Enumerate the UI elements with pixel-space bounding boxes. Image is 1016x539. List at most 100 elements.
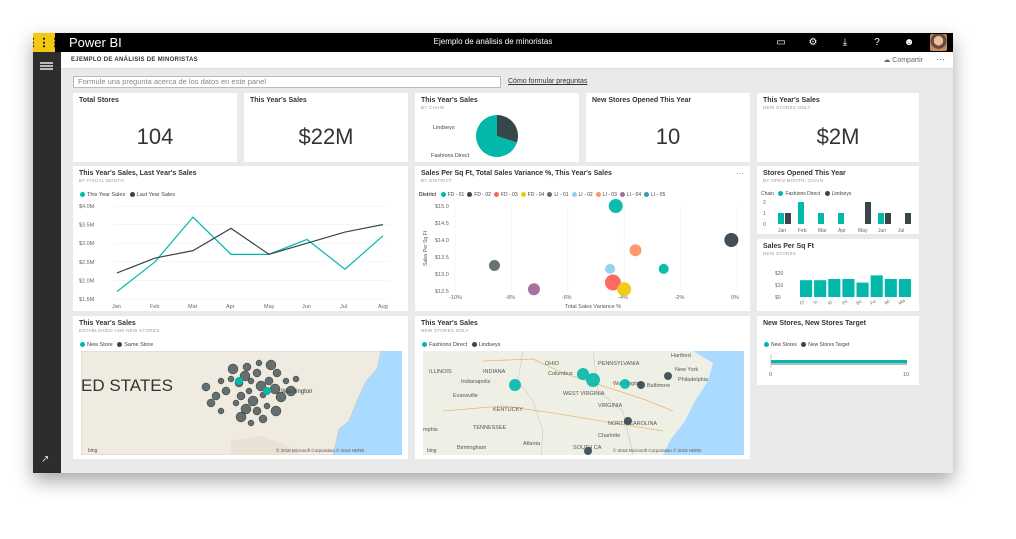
store-marker xyxy=(263,387,271,395)
qna-input[interactable]: Formule una pregunta acerca de los datos… xyxy=(73,76,501,88)
app-launcher-icon[interactable]: ⋮⋮⋮ xyxy=(33,33,61,52)
map1-legend: New Store Same Store xyxy=(77,342,153,348)
gear-icon[interactable]: ⚙ xyxy=(808,37,818,48)
scatter-point xyxy=(604,274,621,291)
tile-subtitle: NEW STORES ONLY xyxy=(421,328,469,333)
legend-entry: FD - 02 xyxy=(474,192,491,198)
qna-howto-link[interactable]: Cómo formular preguntas xyxy=(508,78,588,85)
store-marker xyxy=(240,403,252,415)
pie-label-lindseys: Lindseys xyxy=(433,125,455,131)
sqft-bar-chart: $20 $10 $0 Cl Ti Ki Pe Bo Fa Wi Wa xyxy=(775,271,911,306)
x-tick-label: Jul xyxy=(340,304,347,310)
share-button[interactable]: ☁ Compartir xyxy=(883,57,923,64)
legend-entry: LI - 05 xyxy=(651,192,666,198)
series-line-this-year xyxy=(116,216,384,293)
tile-target[interactable]: New Stores, New Stores Target New Stores… xyxy=(757,316,919,385)
tile-scatter[interactable]: Sales Per Sq Ft, Total Sales Variance %,… xyxy=(415,166,750,311)
store-marker xyxy=(255,380,267,392)
tile-sales-by-chain[interactable]: This Year's Sales BY CHAIN Lindseys Fash… xyxy=(415,93,579,162)
tile-title: This Year's Sales xyxy=(79,320,136,327)
x-tick-label: Ki xyxy=(827,299,833,305)
tile-title: New Stores, New Stores Target xyxy=(763,320,866,327)
store-marker xyxy=(242,362,252,372)
map-place-label: Atlanta xyxy=(523,441,541,447)
scatter-point xyxy=(488,260,500,271)
app-name[interactable]: Power BI xyxy=(69,35,122,50)
tile-subtitle: BY OPEN MONTH, CHAIN xyxy=(763,178,824,183)
map-canvas[interactable]: ILLINOIS INDIANA OHIO Columbus PENNSYLVANIA H… xyxy=(423,351,744,455)
map-place-label: Indianapolis xyxy=(461,379,491,385)
x-tick-label: May xyxy=(858,228,868,234)
x-tick-label: Apr xyxy=(226,304,235,310)
tile-subtitle: BY CHAIN xyxy=(421,105,445,110)
ocean-shape xyxy=(663,351,744,455)
download-icon[interactable]: ⤓ xyxy=(842,37,848,48)
x-tick-label: 0% xyxy=(731,295,739,301)
bar xyxy=(870,275,883,297)
bar-new-stores xyxy=(771,360,907,363)
scatter-chart: $15.0 $14.5 $14.0 $13.5 $13.0 $12.5-10% -8% -6%… xyxy=(423,199,739,310)
tile-stores-opened[interactable]: Stores Opened This Year BY OPEN MONTH, C… xyxy=(757,166,919,234)
y-tick-label: $10 xyxy=(775,283,784,289)
tile-title: Sales Per Sq Ft, Total Sales Variance %,… xyxy=(421,170,612,177)
x-tick-label: Pe xyxy=(841,298,849,306)
x-tick-label: May xyxy=(264,304,275,310)
tile-sales-per-sqft[interactable]: Sales Per Sq Ft NEW STORES $20 $10 $0 Cl Ti K… xyxy=(757,239,919,311)
state-border xyxy=(592,351,634,455)
expand-icon[interactable]: ↗ xyxy=(41,454,50,465)
legend-swatch xyxy=(520,192,526,197)
x-tick-label: Wi xyxy=(883,299,890,306)
bar xyxy=(828,279,841,297)
store-marker xyxy=(227,375,235,383)
legend-swatch xyxy=(764,342,769,347)
x-tick-label: Aug xyxy=(378,304,388,310)
scatter-legend: District FD - 01 FD - 02 FD - 03 FD - 04 LI … xyxy=(419,192,665,198)
x-tick-label: 0 xyxy=(769,372,772,378)
tile-map-all-stores[interactable]: This Year's Sales ESTABLISHED AND NEW ST… xyxy=(73,316,408,459)
store-marker xyxy=(211,391,221,401)
map-place-label: Hartford xyxy=(671,353,691,359)
tile-more-icon[interactable]: ··· xyxy=(736,169,744,178)
store-marker xyxy=(252,406,262,416)
store-marker xyxy=(232,399,240,407)
map-place-label: Birmingham xyxy=(457,445,487,451)
kpi-value: $2M xyxy=(816,124,860,149)
more-options-icon[interactable]: ··· xyxy=(936,54,945,64)
tile-line-chart[interactable]: This Year's Sales, Last Year's Sales BY … xyxy=(73,166,408,311)
store-marker xyxy=(275,391,287,403)
tile-map-new-stores[interactable]: This Year's Sales NEW STORES ONLY Fashio… xyxy=(415,316,750,459)
help-icon[interactable]: ? xyxy=(874,37,880,48)
fullscreen-icon[interactable]: ▭ xyxy=(776,37,786,48)
store-marker xyxy=(637,381,645,389)
feedback-icon[interactable]: ☻ xyxy=(903,37,915,48)
legend-lindseys: Lindseys xyxy=(831,191,852,197)
tile-sales-new-stores[interactable]: This Year's Sales NEW STORES ONLY $2M xyxy=(757,93,919,162)
x-tick-label: Jul xyxy=(898,228,904,234)
x-tick-label: Cl xyxy=(799,299,805,306)
store-marker xyxy=(217,407,225,415)
avatar[interactable] xyxy=(930,34,947,51)
top-bar: ⋮⋮⋮ Power BI Ejemplo de análisis de mino… xyxy=(33,33,953,52)
y-tick-label: 1 xyxy=(763,211,766,217)
legend-swatch xyxy=(619,192,625,197)
legend-fashions: Fashions Direct xyxy=(429,342,468,348)
x-tick-label: Feb xyxy=(150,304,159,310)
y-tick-label: $12.5 xyxy=(435,289,449,295)
y-tick-label: $2.5M xyxy=(79,260,95,266)
legend-swatch xyxy=(440,192,446,197)
bar xyxy=(884,279,897,297)
tile-title: Stores Opened This Year xyxy=(763,170,846,177)
legend-entry: FD - 03 xyxy=(500,192,518,198)
hamburger-icon[interactable] xyxy=(40,62,53,70)
legend-lindseys: Lindseys xyxy=(478,342,501,348)
bar xyxy=(878,213,884,224)
tile-this-year-sales[interactable]: This Year's Sales $22M xyxy=(244,93,408,162)
legend-swatch xyxy=(80,342,85,347)
x-tick-label: Mar xyxy=(818,228,827,234)
map-canvas[interactable]: ED STATES Washington bing © 2016 Microso… xyxy=(81,351,402,455)
map-place-label: PENNSYLVANIA xyxy=(598,361,640,367)
legend-swatch xyxy=(644,192,650,197)
tile-new-stores-opened[interactable]: New Stores Opened This Year 10 xyxy=(586,93,750,162)
store-marker xyxy=(577,368,589,380)
tile-total-stores[interactable]: Total Stores 104 xyxy=(73,93,237,162)
